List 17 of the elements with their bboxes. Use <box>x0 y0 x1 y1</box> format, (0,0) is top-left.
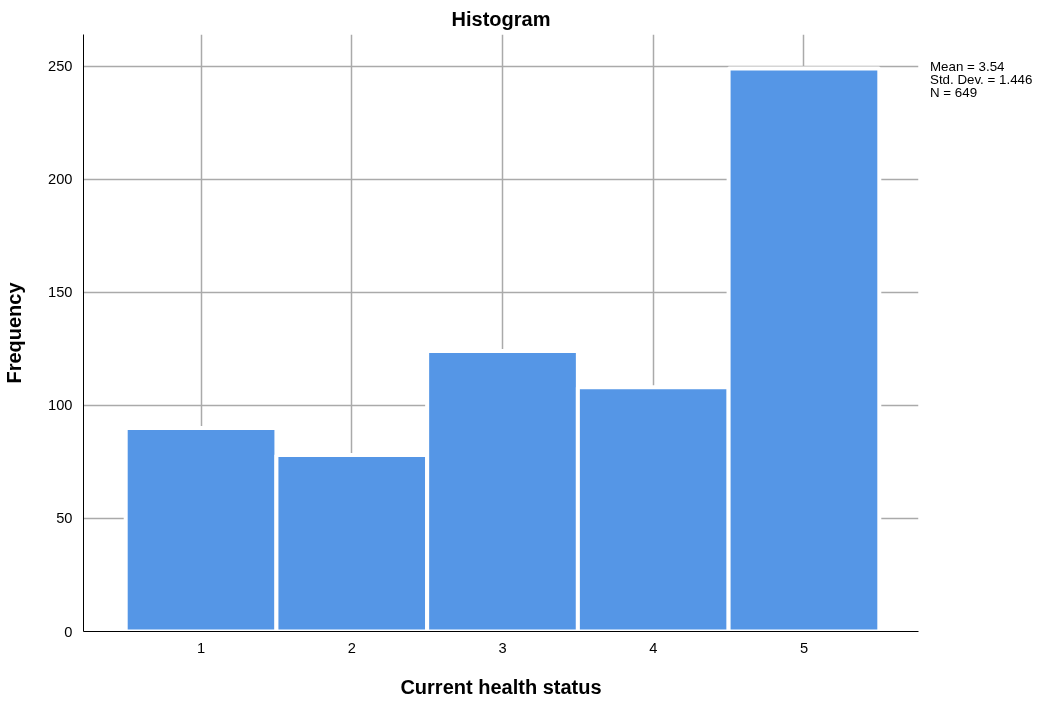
x-tick-label: 5 <box>799 639 809 656</box>
text: Mean = 3.54 <box>930 59 1005 74</box>
y-tick-label: 50 <box>56 510 73 527</box>
x-tick-label: 3 <box>498 639 507 656</box>
y-tick-label: 100 <box>48 397 73 414</box>
chart-title: Histogram <box>451 7 551 30</box>
y-tick-label: 0 <box>64 623 73 640</box>
x-tick-label: 4 <box>649 639 658 656</box>
text: Std. Dev. = 1.446 <box>930 72 1033 87</box>
x-tick-label: 2 <box>347 639 356 656</box>
y-axis-title: Frequency <box>3 281 26 384</box>
y-tick-label: 250 <box>48 58 73 75</box>
y-tick-label: 150 <box>48 284 73 301</box>
y-tick-label: 200 <box>48 171 73 188</box>
text: N = 649 <box>930 85 978 100</box>
x-axis-title: Current health status <box>400 675 602 698</box>
x-tick-label: 1 <box>196 639 206 656</box>
